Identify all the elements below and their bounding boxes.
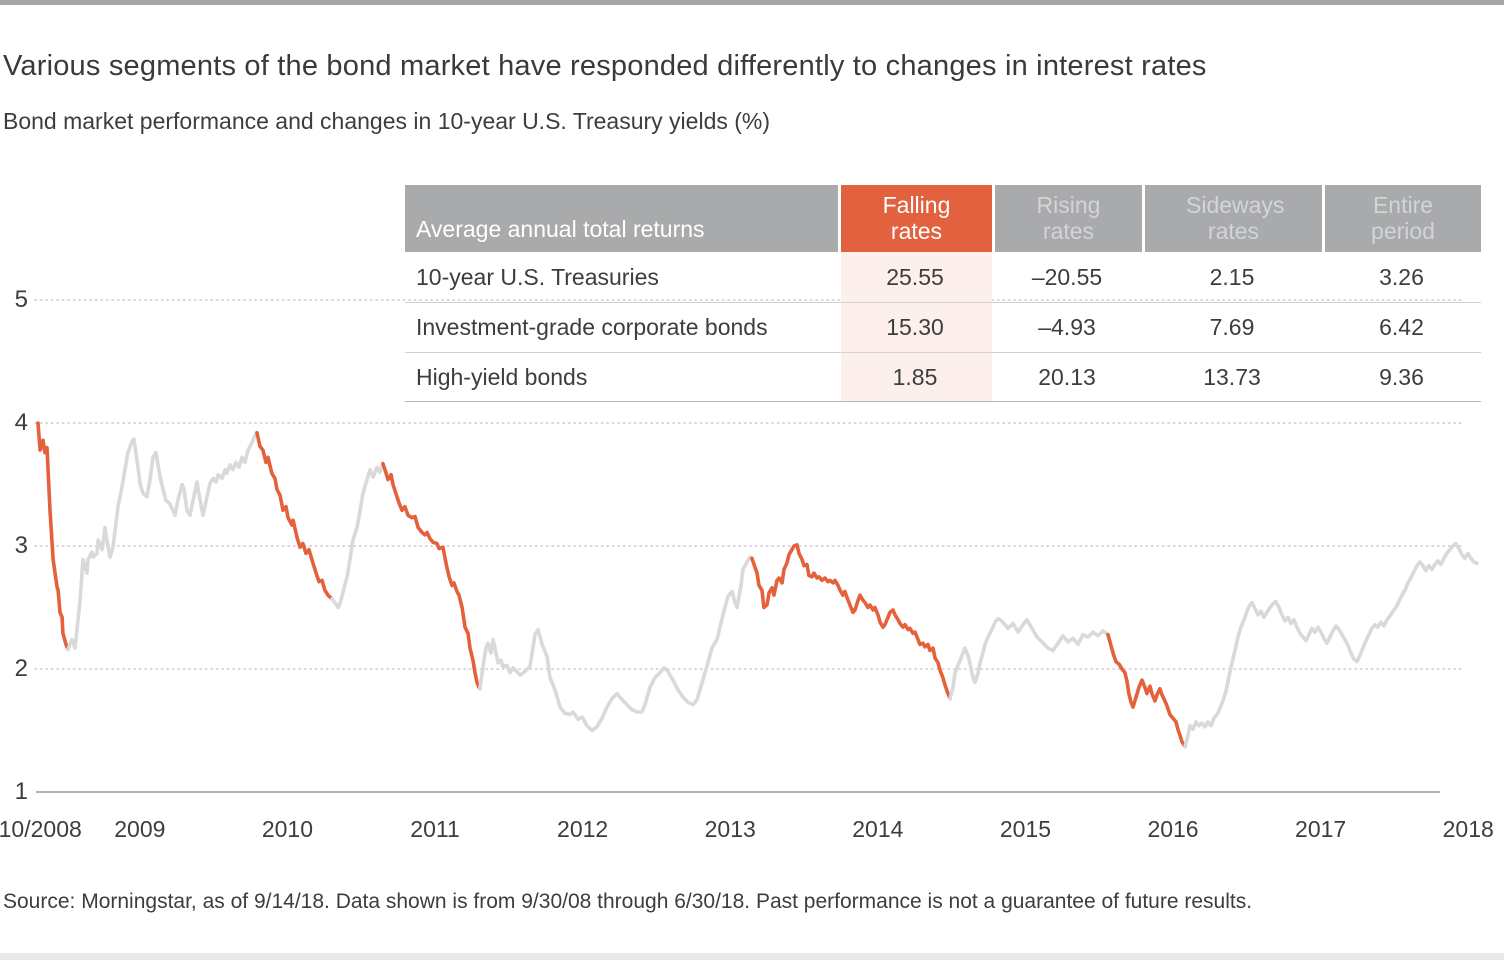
yield-segment-other-7 (948, 616, 1110, 701)
y-tick-label-5: 5 (14, 286, 28, 313)
column-header-label: Entire period (1371, 192, 1435, 244)
yield-segment-other-5 (478, 555, 754, 733)
y-tick-label-4: 4 (14, 409, 28, 436)
table-header-row: Average annual total returns Falling rat… (405, 185, 1481, 252)
value-cell: 7.69 (1209, 314, 1255, 340)
x-tick-label-2011: 2011 (410, 816, 460, 842)
source-note: Source: Morningstar, as of 9/14/18. Data… (3, 890, 1253, 913)
value-cell: 25.55 (886, 263, 944, 290)
x-tick-label-2014: 2014 (852, 816, 904, 842)
table-row: Investment-grade corporate bonds 15.30 –4.… (405, 302, 1481, 352)
value-cell: 3.26 (1379, 263, 1424, 290)
falling-rates-highlight-column (841, 252, 992, 402)
value-cell: –4.93 (1038, 314, 1096, 340)
yield-segment-falling-rates-0 (36, 421, 70, 652)
returns-table: Average annual total returns Falling rat… (405, 185, 1481, 402)
column-header-label: Sideways rates (1186, 192, 1285, 244)
yield-segment-other-3 (330, 461, 385, 610)
y-tick-label-2: 2 (14, 655, 28, 682)
value-cell: 2.15 (1209, 263, 1255, 290)
value-cell: 6.42 (1379, 314, 1424, 340)
value-cell: 1.85 (892, 363, 938, 390)
page-title: Various segments of the bond market have… (3, 50, 1207, 82)
yield-segment-other-9 (1183, 541, 1479, 749)
column-header-entire-period: Entire period (1322, 185, 1481, 252)
chart-subtitle: Bond market performance and changes in 1… (3, 108, 771, 134)
column-header-label: Falling rates (882, 192, 951, 244)
x-tick-label-2010: 2010 (261, 816, 314, 842)
yield-segment-falling-rates-4 (381, 461, 482, 691)
x-tick-label-2017: 2017 (1295, 816, 1347, 842)
table-body: 10-year U.S. Treasuries 25.55 –20.55 2.15 3.… (405, 252, 1481, 402)
value-cell: 13.73 (1203, 363, 1261, 390)
value-cell: –20.55 (1031, 263, 1103, 290)
column-header-rising-rates: Rising rates (992, 185, 1142, 252)
row-label: 10-year U.S. Treasuries (416, 263, 659, 290)
column-header-sideways-rates: Sideways rates (1142, 185, 1322, 252)
x-tick-label-2015: 2015 (999, 816, 1052, 842)
column-header-label: Rising rates (1036, 192, 1101, 244)
x-tick-label-2018: 2018 (1442, 816, 1494, 842)
column-header-falling-rates: Falling rates (838, 185, 992, 252)
bottom-rule-bar (0, 953, 1504, 960)
table-row: 10-year U.S. Treasuries 25.55 –20.55 2.15 3.… (405, 252, 1481, 302)
y-tick-label-3: 3 (14, 532, 28, 559)
yield-segment-other-1 (66, 431, 259, 652)
yield-segment-falling-rates-8 (1106, 632, 1187, 749)
value-cell: 9.36 (1379, 363, 1424, 390)
row-label: High-yield bonds (416, 363, 588, 390)
yield-segment-falling-rates-2 (255, 431, 334, 601)
value-cell: 20.13 (1038, 363, 1096, 390)
value-cell: 15.30 (886, 314, 944, 340)
x-tick-label-2009: 2009 (114, 816, 166, 842)
x-tick-label-2016: 2016 (1147, 816, 1199, 842)
row-label: Investment-grade corporate bonds (416, 314, 768, 340)
x-tick-label-2013: 2013 (704, 816, 756, 842)
table-corner-label: Average annual total returns (405, 185, 838, 252)
x-tick-label-10-2008: 10/2008 (0, 816, 82, 842)
yield-segment-falling-rates-6 (750, 543, 952, 701)
table-row: High-yield bonds 1.85 20.13 13.73 9.36 (405, 352, 1481, 402)
y-tick-label-1: 1 (14, 778, 28, 805)
x-tick-label-2012: 2012 (557, 816, 609, 842)
top-rule-bar (0, 0, 1504, 5)
